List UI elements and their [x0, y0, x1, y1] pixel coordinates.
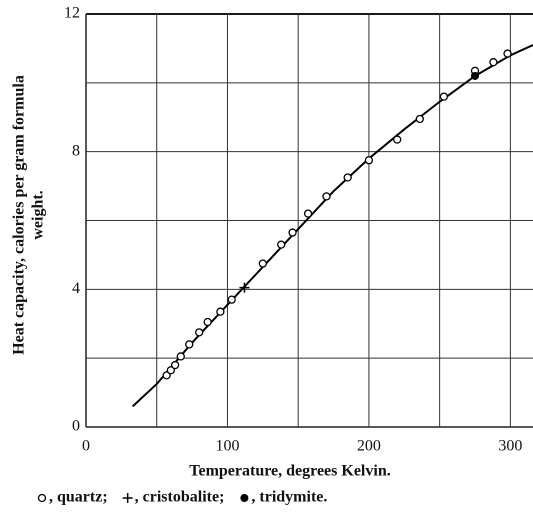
- point: [195, 328, 204, 337]
- point: [322, 192, 331, 201]
- point: [439, 92, 449, 101]
- point: [176, 352, 185, 361]
- y-tick-label: 0: [72, 418, 80, 435]
- point: [503, 49, 512, 58]
- point: [471, 71, 480, 80]
- point: [216, 307, 225, 316]
- point: [166, 366, 176, 375]
- point: [258, 259, 267, 268]
- x-tick-label: 100: [215, 438, 239, 455]
- point: [227, 295, 236, 304]
- point: [277, 240, 286, 249]
- x-tick-label: 0: [82, 438, 90, 455]
- y-tick-label: 8: [72, 142, 80, 159]
- legend-label: , quartz;: [49, 489, 108, 506]
- y-tick-label: 4: [72, 280, 80, 297]
- point: [364, 156, 374, 165]
- x-tick-label: 300: [498, 438, 522, 455]
- legend-symbol: [37, 493, 47, 503]
- point: [162, 371, 171, 380]
- legend-symbol: [122, 493, 133, 503]
- legend-label: , tridymite.: [251, 489, 327, 506]
- legend: , quartz; , cristobalite; , tridymite.: [37, 489, 327, 506]
- point: [203, 317, 212, 327]
- point: [393, 135, 402, 144]
- point: [415, 114, 424, 124]
- fit-curve: [131, 44, 533, 408]
- point: [288, 228, 297, 237]
- y-tick-label: 12: [64, 5, 80, 22]
- point: [239, 282, 250, 293]
- y-axis-label: weight.: [30, 190, 47, 239]
- point: [343, 173, 352, 182]
- legend-symbol: [240, 494, 249, 502]
- point: [170, 360, 180, 370]
- point: [489, 58, 498, 67]
- point: [185, 340, 194, 349]
- point: [303, 209, 313, 218]
- x-tick-label: 200: [357, 438, 381, 455]
- y-axis-label: Heat capacity, calories per gram formula: [11, 75, 28, 355]
- legend-label: , cristobalite;: [135, 489, 225, 506]
- x-axis-label: Temperature, degrees Kelvin.: [189, 463, 390, 480]
